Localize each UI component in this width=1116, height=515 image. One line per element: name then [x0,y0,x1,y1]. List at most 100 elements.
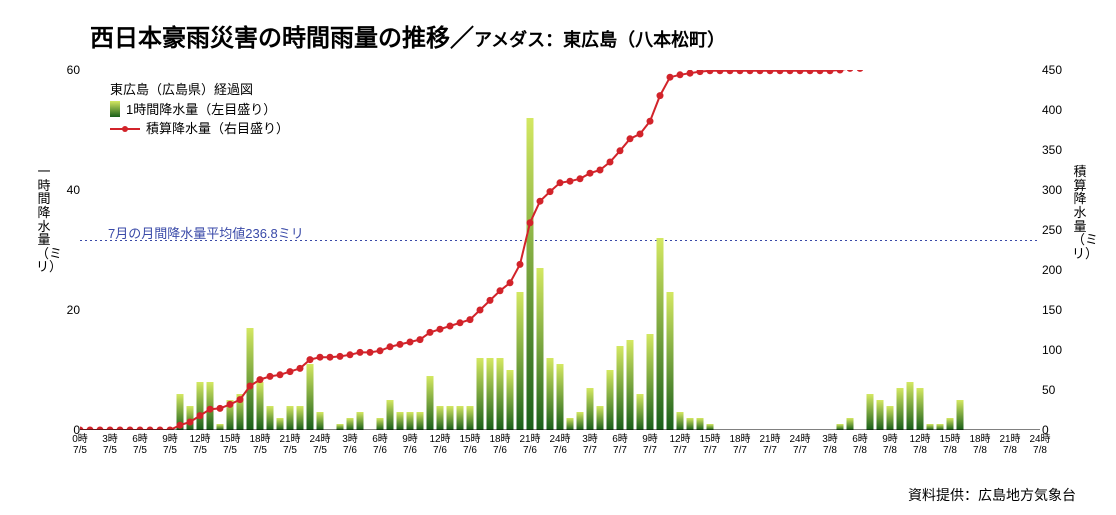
line-marker [697,70,704,75]
x-tick: 9時7/8 [882,434,898,456]
x-tick: 21時7/7 [759,434,780,456]
x-tick: 18時7/8 [969,434,990,456]
line-marker [147,427,154,431]
x-tick: 18時7/5 [249,434,270,456]
line-marker [657,92,664,99]
y-right-tick: 200 [1042,263,1062,277]
line-marker [777,70,784,74]
bar [477,358,484,430]
x-tick: 0時7/5 [72,434,88,456]
line-marker [667,74,674,81]
bar [867,394,874,430]
bar [547,358,554,430]
line-marker [187,419,194,426]
bar [927,424,934,430]
y-left-ticks: 0204060 [50,70,80,430]
bar [947,418,954,430]
line-marker [607,159,614,166]
bar [697,418,704,430]
bar [197,382,204,430]
bar [667,292,674,430]
x-tick: 24時7/8 [1029,434,1050,456]
bar [467,406,474,430]
line-marker [497,287,504,294]
line-marker [847,70,854,72]
bar [267,406,274,430]
bar [677,412,684,430]
line-marker [727,70,734,74]
line-marker [557,179,564,186]
bar [317,412,324,430]
line-marker [367,349,374,356]
bar [247,328,254,430]
line-marker [107,427,114,431]
bar [507,370,514,430]
line-marker [227,401,234,408]
line-marker [797,70,804,74]
line-marker [587,170,594,177]
x-tick: 3時7/8 [822,434,838,456]
bar [907,382,914,430]
line-marker [427,329,434,336]
chart-title-sep: ／ [450,25,474,52]
y-right-tick: 450 [1042,63,1062,77]
line-marker [267,373,274,380]
line-marker [467,316,474,323]
line-marker [457,319,464,326]
line-marker [647,118,654,125]
x-tick: 24時7/7 [789,434,810,456]
line-marker [767,70,774,74]
line-marker [737,70,744,74]
bar [357,412,364,430]
bar [407,412,414,430]
line-marker [437,326,444,333]
bar [497,358,504,430]
line-marker [387,343,394,350]
line-marker [197,412,204,419]
x-tick: 3時7/5 [102,434,118,456]
x-tick: 21時7/6 [519,434,540,456]
line-marker [747,70,754,74]
bar [417,412,424,430]
x-tick: 6時7/6 [372,434,388,456]
line-marker [80,427,84,431]
line-marker [287,368,294,375]
y-right-tick: 300 [1042,183,1062,197]
credit-text: 資料提供：広島地方気象台 [908,485,1076,505]
x-tick: 15時7/6 [459,434,480,456]
x-tick: 15時7/5 [219,434,240,456]
line-marker [117,427,124,431]
bar [377,418,384,430]
y-right-tick: 250 [1042,223,1062,237]
line-marker [277,371,284,378]
line-marker [327,354,334,361]
x-tick: 21時7/8 [999,434,1020,456]
y-left-tick: 20 [67,303,80,317]
line-marker [127,427,134,431]
line-marker [837,70,844,74]
plot-area [80,70,1040,430]
y-right-ticks: 050100150200250300350400450 [1042,70,1082,430]
y-right-tick: 400 [1042,103,1062,117]
chart-svg [80,70,1040,430]
bar [707,424,714,430]
line-marker [677,71,684,78]
line-marker [617,147,624,154]
bar [577,412,584,430]
line-marker [477,307,484,314]
bar [557,364,564,430]
y-right-tick: 100 [1042,343,1062,357]
bar [607,370,614,430]
line-marker [827,70,834,74]
line-marker [337,353,344,360]
x-tick: 12時7/7 [669,434,690,456]
bar [837,424,844,430]
line-marker [237,396,244,403]
x-tick: 18時7/6 [489,434,510,456]
bar [587,388,594,430]
x-tick: 3時7/6 [342,434,358,456]
y-right-tick: 150 [1042,303,1062,317]
bar [347,418,354,430]
line-marker [707,70,714,74]
line-marker [547,188,554,195]
